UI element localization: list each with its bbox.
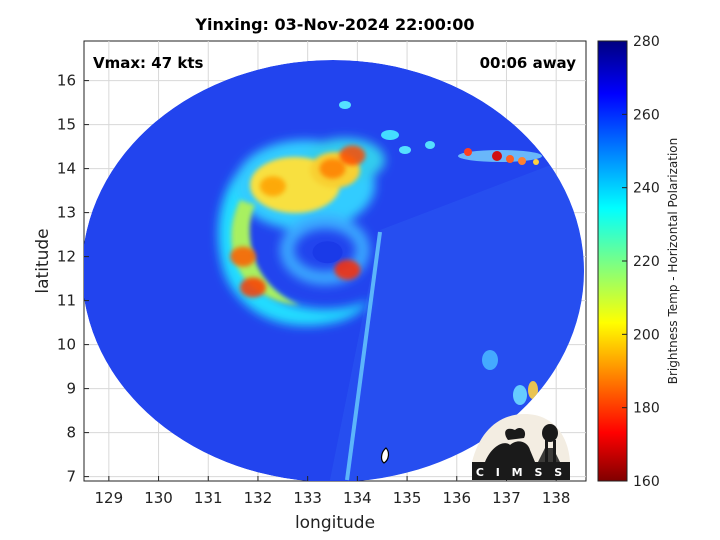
y-tick-labels: 7 8 9 10 11 12 13 14 15 16 [57,72,89,486]
x-tick-label: 129 [95,489,124,507]
microwave-image [84,60,584,481]
x-tick-label: 134 [343,489,372,507]
vmax-annotation: Vmax: 47 kts [93,54,203,72]
colorbar-tick-label: 260 [633,107,660,123]
y-tick-label: 14 [57,160,76,178]
colorbar-label: Brightness Temp - Horizontal Polarizatio… [666,138,680,385]
y-axis-label: latitude [33,228,53,293]
x-tick-label: 133 [293,489,322,507]
eyewall-ring [280,215,370,285]
cimss-logo-text: C I M S S [476,466,566,479]
chart-title: Yinxing: 03-Nov-2024 22:00:00 [194,15,474,34]
rainband-west [230,246,257,267]
swath-edge-marker [380,447,390,464]
convection-northeast [319,158,346,179]
x-axis-label: longitude [295,513,375,533]
colorbar-tick-label: 200 [633,327,660,343]
x-tick-label: 130 [144,489,173,507]
y-tick-label: 16 [57,72,76,90]
colorbar-tick-label: 160 [633,474,660,490]
convection-north [339,145,366,166]
time-offset-annotation: 00:06 away [480,54,577,72]
rainband-north [259,176,286,197]
east-band [458,148,542,165]
storm-eye [312,241,343,264]
colorbar-tick-label: 280 [633,34,660,50]
convective-cells [230,145,366,298]
colorbar-tick-label: 240 [633,181,660,197]
y-tick-label: 7 [66,468,76,486]
rainband-southwest [239,277,266,298]
colorbar-tick-label: 220 [633,254,660,270]
cimss-logo: C I M S S [472,414,570,480]
y-tick-label: 8 [66,424,76,442]
colorbar-tick-label: 180 [633,401,660,417]
scattered-cyan [339,101,527,405]
y-tick-label: 10 [57,336,76,354]
y-tick-label: 13 [57,204,76,222]
x-tick-label: 138 [542,489,571,507]
y-tick-label: 9 [66,380,76,398]
x-tick-labels: 129 130 131 132 133 134 135 136 137 138 [95,476,571,507]
x-tick-label: 131 [194,489,223,507]
seam-line [345,231,382,481]
southeast-cell [528,381,538,399]
eyewall-east [334,259,361,280]
colorbar-ticks: 160 180 200 220 240 260 280 [622,34,660,490]
x-tick-label: 136 [442,489,471,507]
x-tick-label: 135 [393,489,422,507]
y-tick-label: 11 [57,292,76,310]
x-tick-label: 132 [244,489,273,507]
y-tick-label: 15 [57,116,76,134]
y-tick-label: 12 [57,248,76,266]
x-tick-label: 137 [492,489,521,507]
